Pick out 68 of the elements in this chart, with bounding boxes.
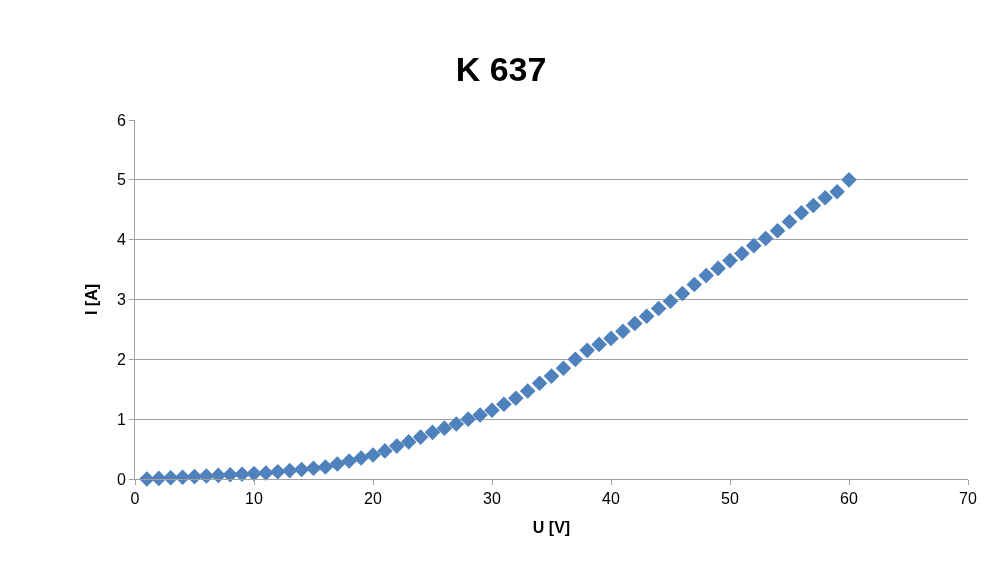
y-tick-label: 5 [116, 171, 126, 189]
point [496, 396, 512, 413]
point [377, 443, 393, 459]
y-tick-label: 2 [116, 350, 126, 368]
x-axis-title: U [V] [532, 518, 571, 536]
point [567, 351, 584, 368]
point [805, 197, 822, 214]
point [615, 323, 631, 340]
x-tick-label: 20 [364, 490, 382, 508]
point [627, 315, 643, 332]
point [353, 450, 369, 466]
chart-title: K 637 [455, 49, 547, 88]
point [436, 420, 453, 436]
point [460, 411, 476, 427]
y-tick-label: 3 [116, 291, 126, 309]
point [246, 465, 262, 482]
point [710, 260, 726, 277]
point [722, 252, 738, 269]
point [531, 375, 548, 392]
point [519, 383, 536, 399]
point [389, 438, 405, 454]
point [472, 407, 488, 423]
x-tick-label: 30 [483, 490, 501, 508]
point [270, 464, 286, 480]
point [579, 342, 595, 359]
point [662, 293, 679, 310]
x-tick-label: 70 [959, 490, 977, 508]
point [317, 459, 334, 475]
point [329, 456, 346, 472]
point [686, 276, 703, 293]
point [781, 213, 798, 230]
point [829, 184, 845, 200]
point [412, 429, 429, 445]
point [674, 285, 691, 302]
point [650, 300, 667, 317]
point [281, 462, 298, 479]
point [841, 172, 857, 188]
point [365, 447, 381, 463]
point [698, 267, 714, 284]
point [543, 368, 560, 384]
x-tick-label: 0 [130, 490, 140, 508]
x-tick-label: 50 [721, 490, 739, 508]
y-tick-label: 6 [116, 111, 126, 129]
point [817, 189, 833, 206]
point [746, 237, 762, 254]
point [508, 390, 524, 407]
x-tick-label: 10 [245, 490, 263, 508]
point [424, 424, 441, 441]
point [341, 453, 357, 469]
point [400, 434, 417, 450]
x-tick-label: 40 [602, 490, 620, 508]
point [734, 245, 750, 262]
y-axis-title: I [A] [82, 283, 100, 316]
point [638, 308, 655, 325]
point [793, 204, 810, 221]
x-tick-label: 60 [840, 490, 858, 508]
point [484, 402, 500, 418]
point [603, 330, 619, 347]
point [305, 460, 322, 477]
point [198, 468, 215, 484]
point [591, 336, 607, 353]
y-tick-label: 0 [116, 470, 126, 488]
y-tick-label: 4 [116, 231, 126, 249]
point [769, 222, 786, 239]
y-tick-label: 1 [116, 410, 126, 428]
point [555, 360, 572, 377]
point [448, 416, 465, 432]
point [757, 230, 774, 247]
